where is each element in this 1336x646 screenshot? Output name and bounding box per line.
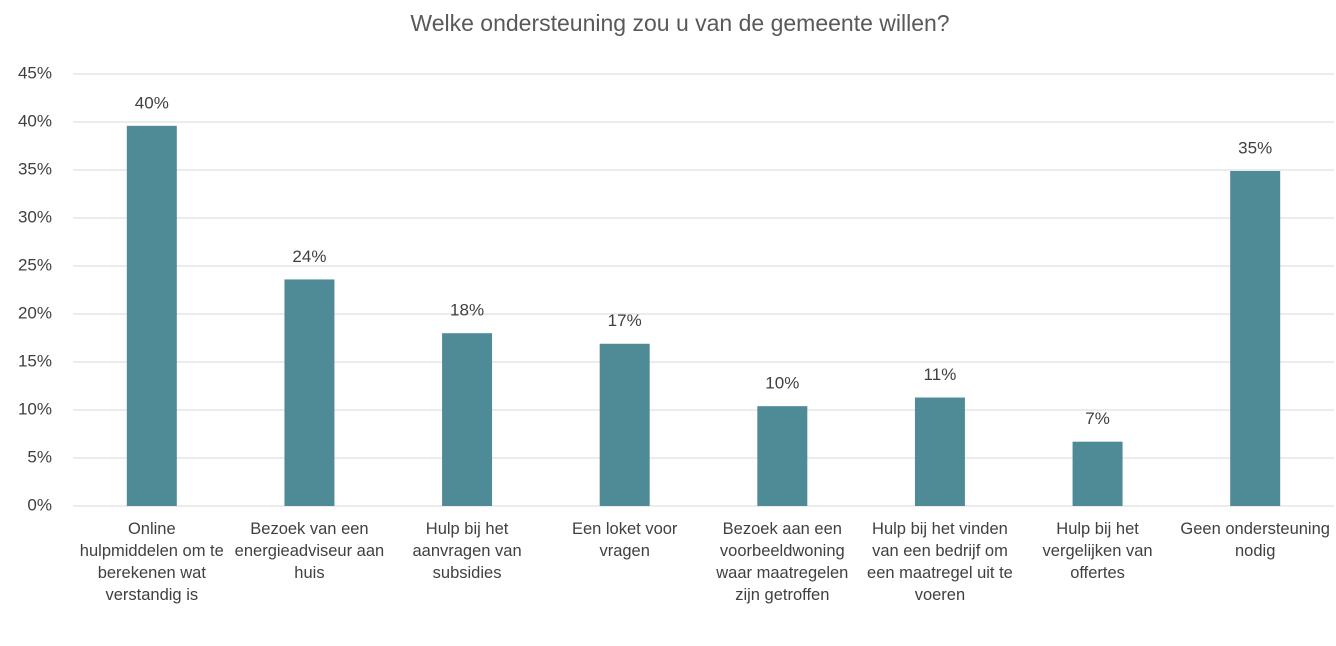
y-tick-label: 45% [18, 63, 52, 82]
x-tick-label: Een loket voor vragen [571, 520, 678, 560]
bar [914, 397, 965, 506]
x-tick-label: Hulp bij het aanvragen van subsidies [412, 520, 522, 582]
x-tick-label: Bezoek aan een voorbeeldwoning waar maat… [716, 520, 849, 604]
data-label: 35% [1238, 138, 1272, 157]
x-tick-label: Hulp bij het vinden van een bedrijf om e… [867, 520, 1013, 604]
chart-title: Welke ondersteuning zou u van de gemeent… [410, 10, 949, 36]
data-label: 18% [450, 301, 484, 320]
x-tick-label: Geen ondersteuning nodig [1180, 520, 1330, 560]
y-tick-label: 15% [18, 351, 52, 370]
bar [599, 343, 650, 506]
bar [442, 333, 493, 506]
bar [1230, 170, 1281, 506]
bar [284, 279, 335, 506]
data-label: 10% [765, 374, 799, 393]
y-tick-label: 40% [18, 111, 52, 130]
y-tick-label: 5% [27, 447, 52, 466]
y-tick-label: 20% [18, 303, 52, 322]
bar [1072, 441, 1123, 506]
data-label: 24% [292, 247, 326, 266]
y-tick-label: 30% [18, 207, 52, 226]
data-label: 7% [1085, 409, 1110, 428]
data-label: 17% [608, 311, 642, 330]
bar [757, 406, 808, 506]
bar [126, 125, 177, 506]
x-tick-label: Bezoek van een energieadviseur aan huis [234, 520, 385, 582]
y-tick-label: 10% [18, 399, 52, 418]
data-label: 11% [924, 365, 957, 384]
y-tick-label: 35% [18, 159, 52, 178]
y-tick-label: 25% [18, 255, 52, 274]
x-tick-label: Online hulpmiddelen om te berekenen wat … [79, 520, 224, 604]
data-label: 40% [135, 93, 169, 112]
x-tick-label: Hulp bij het vergelijken van offertes [1042, 520, 1153, 582]
y-tick-label: 0% [27, 495, 52, 514]
